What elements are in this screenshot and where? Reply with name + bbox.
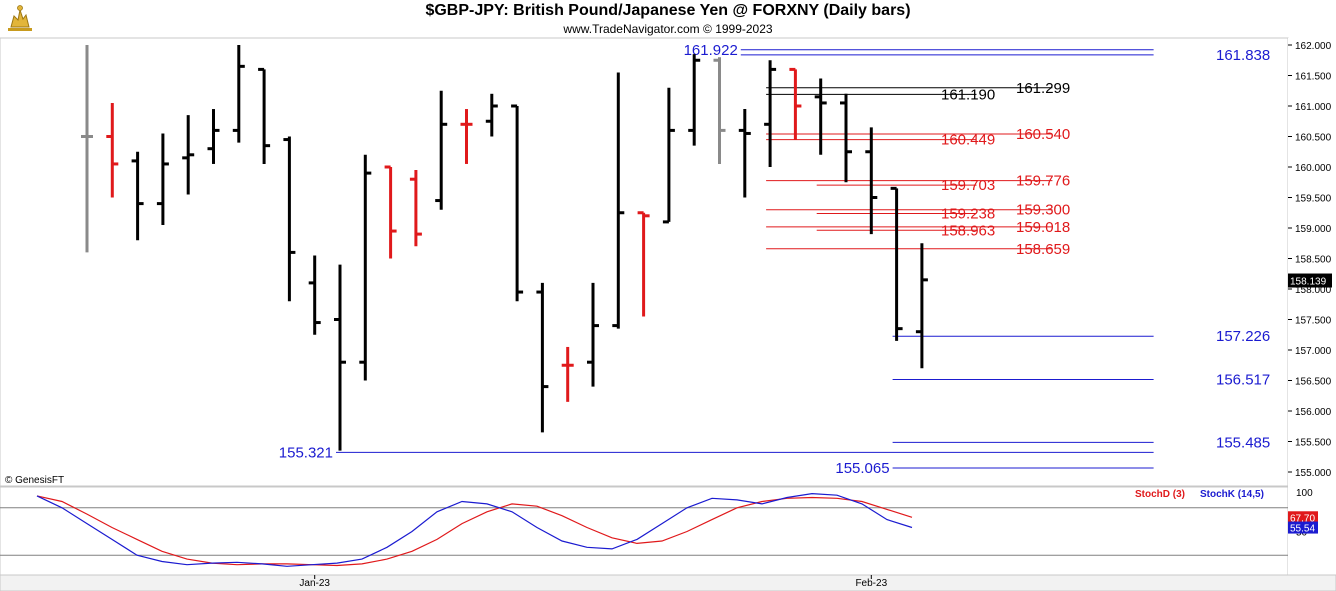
y-tick-label: 157.500 (1295, 316, 1332, 327)
last-price-box (1288, 273, 1332, 288)
level-label: 160.449 (941, 132, 995, 149)
support-resistance-levels: 161.922 161.838 161.190 161.299 160.449 160.5… (279, 42, 1270, 477)
price-axis (1288, 38, 1336, 591)
x-tick-label: Feb-23 (855, 578, 887, 589)
stoch-axis-label: 100 (1296, 488, 1313, 499)
y-tick-label: 155.500 (1295, 438, 1332, 449)
y-tick-label: 155.000 (1295, 468, 1332, 479)
copyright-text: www.TradeNavigator.com © 1999-2023 (563, 22, 773, 36)
level-label: 156.517 (1216, 371, 1270, 388)
stoch-value-label: 55.54 (1290, 524, 1315, 535)
y-tick-label: 157.000 (1295, 346, 1332, 357)
level-label: 161.922 (684, 42, 738, 59)
stoch-d-line (36, 495, 913, 567)
y-tick-label: 159.500 (1295, 194, 1332, 205)
y-tick-label: 162.000 (1295, 41, 1332, 52)
stoch-d-legend: StochD (3) (1135, 489, 1185, 500)
level-label: 158.963 (941, 222, 995, 239)
level-label: 160.540 (1016, 126, 1070, 143)
stoch-k-legend: StochK (14,5) (1200, 489, 1264, 500)
stoch-value-box (1288, 511, 1318, 524)
x-tick-label: Jan-23 (299, 578, 330, 589)
y-tick-label: 159.000 (1295, 224, 1332, 235)
level-label: 155.065 (835, 460, 889, 477)
ohlc-bars (81, 45, 928, 451)
chart-header: $GBP-JPY: British Pound/Japanese Yen @ F… (0, 0, 1336, 38)
last-price-label: 158.139 (1290, 277, 1327, 288)
y-tick-label: 161.000 (1295, 102, 1332, 113)
time-axis-labels: Jan-23 Feb-23 (299, 575, 888, 589)
price-axis-ticks: 162.000 161.500 161.000 160.500 160.000 159.5… (1288, 41, 1332, 479)
level-label: 155.321 (279, 444, 333, 461)
level-label: 159.238 (941, 205, 995, 222)
level-label: 155.485 (1216, 434, 1270, 451)
level-label: 159.776 (1016, 173, 1070, 190)
stoch-value-label: 67.70 (1290, 513, 1315, 524)
chart-title: $GBP-JPY: British Pound/Japanese Yen @ F… (425, 2, 911, 19)
level-label: 159.300 (1016, 202, 1070, 219)
level-label: 159.703 (941, 177, 995, 194)
stoch-value-box (1288, 521, 1318, 534)
level-label: 158.659 (1016, 241, 1070, 258)
y-tick-label: 160.000 (1295, 163, 1332, 174)
y-tick-label: 161.500 (1295, 72, 1332, 83)
y-tick-label: 160.500 (1295, 133, 1332, 144)
time-axis (0, 574, 1336, 591)
y-tick-label: 156.500 (1295, 377, 1332, 388)
level-label: 157.226 (1216, 328, 1270, 345)
y-tick-label: 158.500 (1295, 255, 1332, 266)
watermark: © GenesisFT (5, 475, 64, 486)
bull-bear-logo-icon (4, 2, 36, 34)
level-label: 161.190 (941, 86, 995, 103)
y-tick-label: 158.000 (1295, 285, 1332, 296)
level-label: 161.838 (1216, 47, 1270, 64)
level-label: 161.299 (1016, 80, 1070, 97)
level-label: 159.018 (1016, 219, 1070, 236)
stoch-k-line (36, 492, 913, 567)
y-tick-label: 156.000 (1295, 407, 1332, 418)
stochastic-panel (0, 486, 1289, 576)
